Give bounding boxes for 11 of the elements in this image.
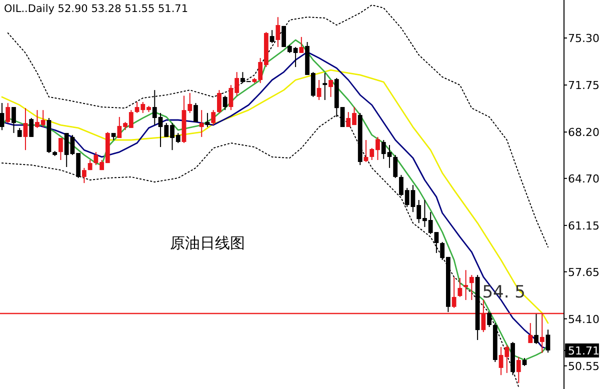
y-tick-label: 61.15 (568, 219, 600, 232)
y-tick-label: 54.10 (568, 312, 600, 326)
y-tick-label: 57.65 (568, 266, 600, 279)
y-tick-label: 51.71 (568, 344, 600, 358)
y-tick-label: 75.30 (568, 32, 600, 46)
annotation: 原油日线图 (170, 234, 245, 252)
y-tick-label: 71.75 (568, 79, 600, 92)
chart-title: OIL..Daily 52.90 53.28 51.55 51.71 (4, 3, 188, 15)
y-tick-label: 50.55 (568, 360, 600, 373)
y-tick-label: 68.20 (568, 126, 600, 140)
y-tick-label: 64.70 (568, 172, 600, 186)
